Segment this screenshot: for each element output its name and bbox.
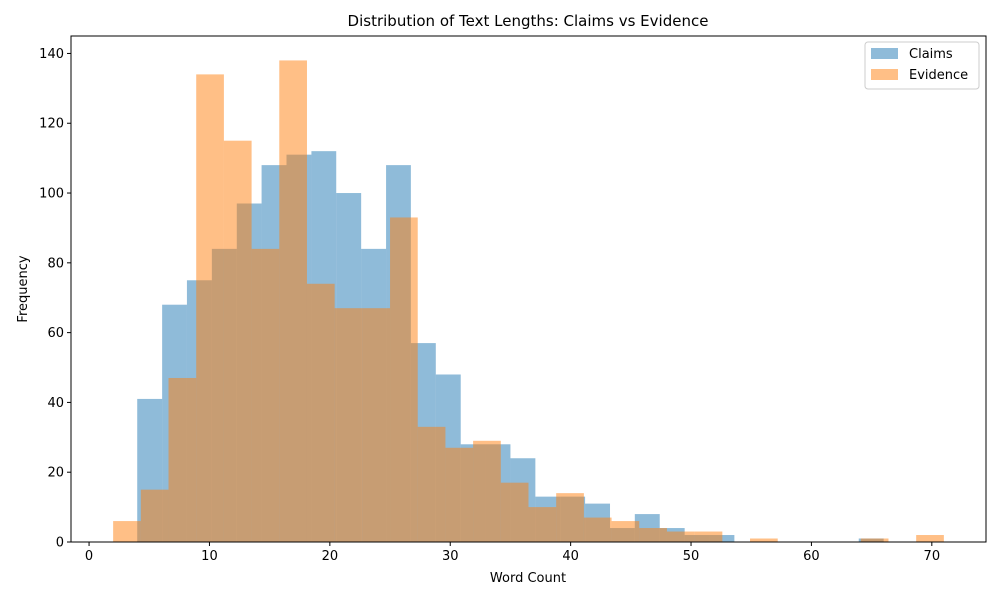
evidence-bar-17 [583,517,612,542]
evidence-bar-23 [750,538,778,542]
y-tick-label-100: 100 [39,187,64,202]
evidence-bar-13 [473,440,501,542]
evidence-bar-15 [528,507,557,542]
evidence-bar-0 [113,521,141,542]
evidence-bar-7 [306,283,335,542]
evidence-bar-3 [196,74,224,543]
x-tick-label-0: 0 [85,549,93,564]
evidence-bar-6 [279,60,307,543]
x-axis-label: Word Count [490,571,566,586]
legend-label-claims: Claims [909,47,953,62]
evidence-bar-18 [611,521,640,542]
evidence-bar-16 [556,493,584,542]
x-tick-label-50: 50 [683,549,700,564]
evidence-bar-20 [666,531,695,542]
y-tick-label-40: 40 [47,396,64,411]
x-axis: 0 10 20 30 40 50 60 70 [85,542,940,564]
evidence-bar-11 [417,426,446,542]
chart-title: Distribution of Text Lengths: Claims vs … [348,12,709,30]
y-tick-label-120: 120 [39,117,64,132]
evidence-bar-1 [140,489,169,542]
x-tick-label-60: 60 [803,549,820,564]
x-tick-label-30: 30 [442,549,459,564]
evidence-bar-4 [223,140,252,543]
y-tick-label-60: 60 [47,326,64,341]
evidence-bar-19 [639,528,667,542]
y-tick-label-140: 140 [39,47,64,62]
y-axis: 0 20 40 60 80 100 120 140 [39,47,71,551]
x-tick-label-10: 10 [201,549,218,564]
y-tick-label-80: 80 [47,256,64,271]
legend-swatch-evidence [871,69,898,80]
evidence-bar-27 [860,538,889,542]
evidence-bar-29 [916,535,944,542]
evidence-bar-5 [251,248,280,543]
legend-swatch-claims [871,48,898,59]
x-tick-label-70: 70 [924,549,941,564]
evidence-bar-10 [390,217,418,542]
evidence-bar-8 [334,308,363,542]
legend: Claims Evidence [864,41,980,90]
y-axis-label: Frequency [16,255,31,322]
evidence-bar-21 [694,531,723,542]
plot-frame [70,35,987,543]
y-tick-label-0: 0 [56,536,64,551]
bars-layer [113,60,944,543]
series-evidence [113,60,944,543]
evidence-bar-12 [445,447,474,542]
x-tick-label-20: 20 [322,549,339,564]
evidence-bar-9 [362,308,391,542]
evidence-bar-14 [500,482,529,542]
legend-label-evidence: Evidence [909,68,968,83]
x-tick-label-40: 40 [562,549,579,564]
evidence-bar-2 [168,377,197,542]
y-tick-label-20: 20 [47,466,64,481]
